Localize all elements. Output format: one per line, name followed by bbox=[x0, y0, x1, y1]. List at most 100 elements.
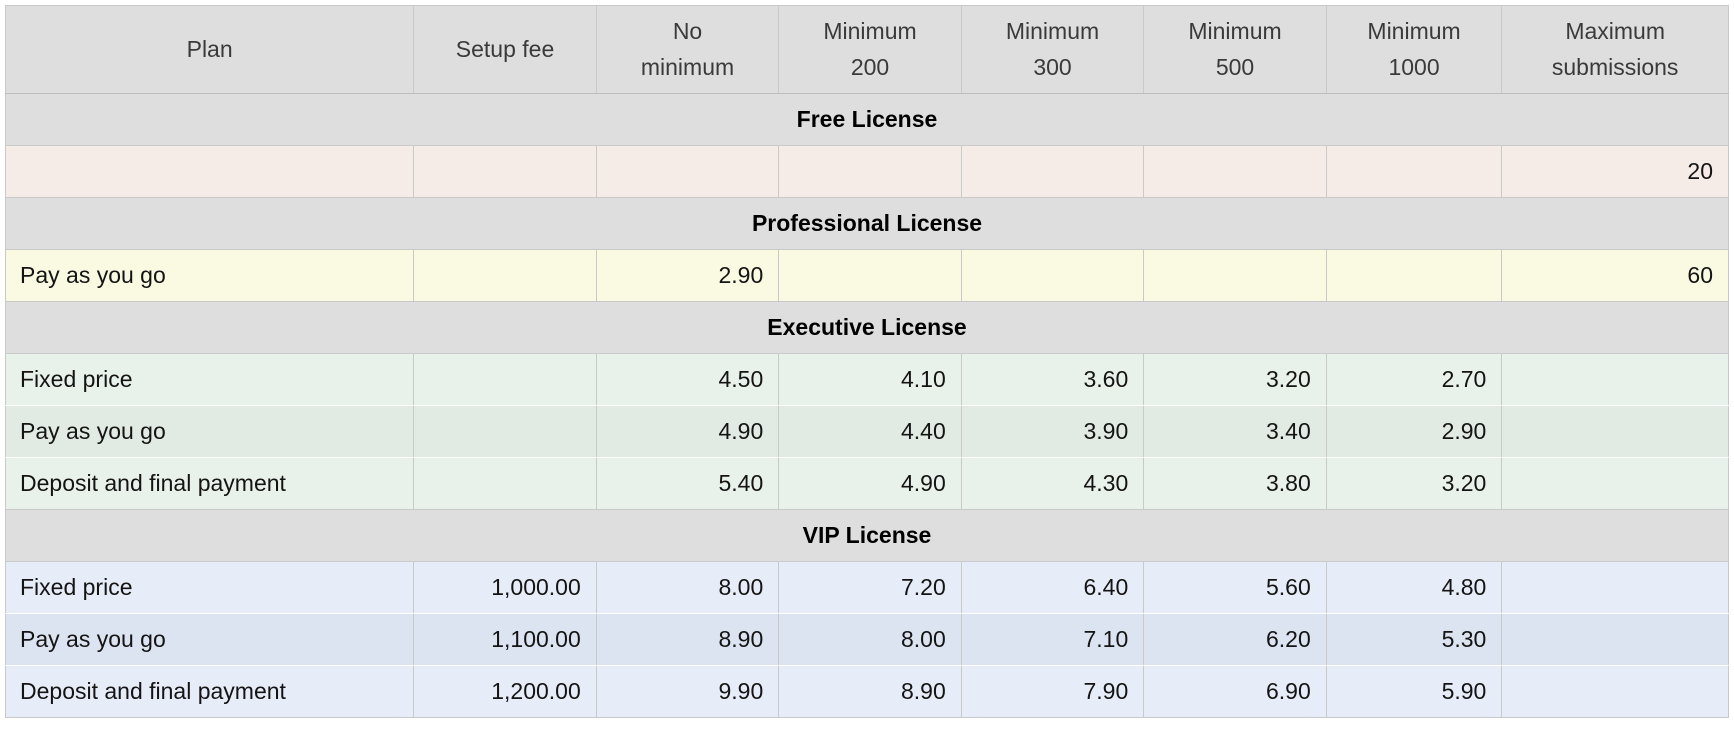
plan-cell: Deposit and final payment bbox=[4, 665, 415, 718]
table-row: Fixed price 4.50 4.10 3.60 3.20 2.70 bbox=[4, 353, 1729, 406]
cell-minimum-500: 3.80 bbox=[1143, 457, 1327, 510]
table-row: Fixed price 1,000.00 8.00 7.20 6.40 5.60 4.80 bbox=[4, 561, 1729, 614]
cell-setup-fee: 1,200.00 bbox=[413, 665, 597, 718]
plan-cell: Deposit and final payment bbox=[4, 457, 415, 510]
cell-minimum-200: 4.90 bbox=[778, 457, 962, 510]
cell-minimum-300: 6.40 bbox=[960, 561, 1145, 614]
cell-minimum-1000 bbox=[1325, 145, 1503, 198]
table-row: 20 bbox=[4, 145, 1729, 198]
table-row: Pay as you go 2.90 60 bbox=[4, 249, 1729, 302]
section-row: Professional License bbox=[5, 197, 1729, 250]
cell-no-minimum: 2.90 bbox=[595, 249, 780, 302]
column-header-label: minimum bbox=[640, 53, 735, 80]
column-header-label: No bbox=[672, 17, 703, 44]
cell-minimum-200: 8.00 bbox=[778, 613, 962, 666]
plan-cell: Pay as you go bbox=[4, 405, 415, 458]
cell-minimum-1000: 3.20 bbox=[1325, 457, 1503, 510]
column-header-label: Minimum bbox=[1188, 17, 1282, 44]
column-header-label: 300 bbox=[1033, 53, 1072, 80]
cell-minimum-1000: 5.90 bbox=[1325, 665, 1503, 718]
pricing-table: Plan Setup fee No minimum Minimum 200 Minimum 3… bbox=[4, 5, 1729, 718]
cell-no-minimum: 5.40 bbox=[595, 457, 780, 510]
cell-maximum-submissions bbox=[1501, 561, 1729, 614]
cell-minimum-500: 6.90 bbox=[1143, 665, 1327, 718]
column-header-label: 1000 bbox=[1388, 53, 1440, 80]
cell-minimum-200: 4.10 bbox=[778, 353, 962, 406]
column-header-minimum-200: Minimum 200 bbox=[778, 5, 962, 94]
section-row: Executive License bbox=[5, 301, 1729, 354]
column-header-label: Minimum bbox=[1367, 17, 1461, 44]
cell-setup-fee bbox=[413, 405, 597, 458]
column-header-label: Maximum bbox=[1565, 17, 1665, 44]
column-header-minimum-300: Minimum 300 bbox=[960, 5, 1145, 94]
cell-maximum-submissions: 60 bbox=[1501, 249, 1729, 302]
section-row: VIP License bbox=[5, 509, 1729, 562]
section-title: Free License bbox=[5, 93, 1729, 146]
cell-no-minimum: 4.90 bbox=[595, 405, 780, 458]
section-row: Free License bbox=[5, 93, 1729, 146]
column-header-label: Plan bbox=[186, 35, 233, 62]
cell-minimum-1000: 2.90 bbox=[1325, 405, 1503, 458]
cell-minimum-500 bbox=[1143, 249, 1327, 302]
cell-setup-fee: 1,100.00 bbox=[413, 613, 597, 666]
cell-minimum-300: 7.10 bbox=[960, 613, 1145, 666]
cell-minimum-1000: 5.30 bbox=[1325, 613, 1503, 666]
column-header-label: Minimum bbox=[823, 17, 917, 44]
cell-maximum-submissions bbox=[1501, 405, 1729, 458]
table-row: Deposit and final payment 1,200.00 9.90 8.9… bbox=[4, 665, 1729, 718]
column-header-plan: Plan bbox=[4, 5, 415, 94]
cell-minimum-200 bbox=[778, 145, 962, 198]
cell-minimum-1000: 4.80 bbox=[1325, 561, 1503, 614]
column-header-minimum-500: Minimum 500 bbox=[1143, 5, 1327, 94]
cell-minimum-300: 3.60 bbox=[960, 353, 1145, 406]
header-row: Plan Setup fee No minimum Minimum 200 Minimum 3… bbox=[4, 5, 1729, 94]
plan-cell: Pay as you go bbox=[4, 249, 415, 302]
column-header-label: Setup fee bbox=[455, 35, 555, 62]
cell-no-minimum: 8.90 bbox=[595, 613, 780, 666]
column-header-label: Minimum bbox=[1005, 17, 1100, 44]
cell-minimum-500: 5.60 bbox=[1143, 561, 1327, 614]
column-header-label: 200 bbox=[850, 53, 890, 80]
cell-minimum-300: 7.90 bbox=[960, 665, 1145, 718]
cell-setup-fee bbox=[413, 353, 597, 406]
cell-minimum-300 bbox=[960, 249, 1145, 302]
column-header-no-minimum: No minimum bbox=[595, 5, 780, 94]
plan-cell bbox=[4, 145, 415, 198]
plan-cell: Fixed price bbox=[4, 561, 415, 614]
table-row: Deposit and final payment 5.40 4.90 4.30 3.8… bbox=[4, 457, 1729, 510]
plan-cell: Pay as you go bbox=[4, 613, 415, 666]
cell-minimum-500: 3.20 bbox=[1143, 353, 1327, 406]
cell-maximum-submissions: 20 bbox=[1501, 145, 1729, 198]
cell-minimum-200 bbox=[778, 249, 962, 302]
cell-minimum-1000: 2.70 bbox=[1325, 353, 1503, 406]
cell-setup-fee bbox=[413, 457, 597, 510]
section-title: Executive License bbox=[5, 301, 1729, 354]
column-header-label: submissions bbox=[1551, 53, 1679, 80]
cell-no-minimum: 4.50 bbox=[595, 353, 780, 406]
cell-maximum-submissions bbox=[1501, 457, 1729, 510]
cell-maximum-submissions bbox=[1501, 613, 1729, 666]
cell-minimum-500 bbox=[1143, 145, 1327, 198]
cell-maximum-submissions bbox=[1501, 353, 1729, 406]
cell-minimum-200: 8.90 bbox=[778, 665, 962, 718]
column-header-maximum-submissions: Maximum submissions bbox=[1501, 5, 1729, 94]
cell-minimum-200: 4.40 bbox=[778, 405, 962, 458]
cell-minimum-500: 6.20 bbox=[1143, 613, 1327, 666]
cell-setup-fee bbox=[413, 145, 597, 198]
cell-minimum-500: 3.40 bbox=[1143, 405, 1327, 458]
cell-no-minimum: 9.90 bbox=[595, 665, 780, 718]
cell-setup-fee: 1,000.00 bbox=[413, 561, 597, 614]
cell-minimum-300: 3.90 bbox=[960, 405, 1145, 458]
table-row: Pay as you go 1,100.00 8.90 8.00 7.10 6.20 5.3… bbox=[4, 613, 1729, 666]
cell-minimum-300: 4.30 bbox=[960, 457, 1145, 510]
cell-no-minimum: 8.00 bbox=[595, 561, 780, 614]
cell-no-minimum bbox=[595, 145, 780, 198]
cell-minimum-1000 bbox=[1325, 249, 1503, 302]
table-row: Pay as you go 4.90 4.40 3.90 3.40 2.90 bbox=[4, 405, 1729, 458]
section-title: VIP License bbox=[5, 509, 1729, 562]
column-header-setup-fee: Setup fee bbox=[413, 5, 597, 94]
column-header-label: 500 bbox=[1215, 53, 1255, 80]
cell-setup-fee bbox=[413, 249, 597, 302]
cell-minimum-200: 7.20 bbox=[778, 561, 962, 614]
